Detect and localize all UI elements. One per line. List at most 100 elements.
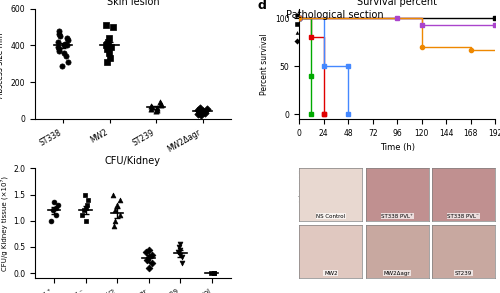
- Point: [84, 197, 92, 202]
- Point: [210, 271, 218, 275]
- Point: [82, 205, 90, 210]
- Text: ST239: ST239: [455, 271, 472, 276]
- Point: [56, 34, 64, 39]
- Legend: ST338-PVL⁺, ST338-PVL⁻, MW2, MW2Δ agr, ST239: ST338-PVL⁺, ST338-PVL⁻, MW2, MW2Δ agr, S…: [297, 169, 342, 208]
- Point: [154, 105, 162, 110]
- Title: CFU/Kidney: CFU/Kidney: [105, 156, 161, 166]
- Y-axis label: Abscess size mm²: Abscess size mm²: [0, 30, 5, 98]
- Point: [82, 218, 90, 223]
- Point: [64, 59, 72, 64]
- Point: [116, 213, 124, 218]
- Title: Survival percent: Survival percent: [357, 0, 437, 7]
- Point: [105, 50, 113, 55]
- Text: NS Control: NS Control: [316, 214, 346, 219]
- Legend: ST338, MW2, ST239, MW2Δ agr: ST338, MW2, ST239, MW2Δ agr: [292, 12, 336, 45]
- Point: [194, 107, 202, 112]
- Point: [60, 43, 68, 48]
- Point: [147, 106, 155, 111]
- Text: a: a: [0, 0, 8, 3]
- Point: [112, 218, 120, 223]
- Point: [176, 242, 184, 247]
- Point: [145, 255, 153, 260]
- Point: [207, 271, 215, 275]
- Point: [178, 260, 186, 265]
- Point: [55, 49, 63, 53]
- Point: [78, 213, 86, 218]
- Point: [64, 38, 72, 42]
- Point: [210, 271, 218, 275]
- Point: [176, 245, 184, 249]
- Point: [50, 208, 58, 213]
- Point: [194, 112, 202, 117]
- Point: [112, 203, 120, 207]
- Text: b: b: [264, 0, 273, 3]
- Text: Pathological section: Pathological section: [286, 10, 384, 20]
- Point: [105, 36, 113, 40]
- Point: [63, 43, 71, 48]
- Point: [52, 205, 60, 210]
- Title: Skin lesion: Skin lesion: [106, 0, 159, 7]
- Point: [46, 218, 54, 223]
- Point: [111, 208, 119, 213]
- Point: [146, 265, 154, 270]
- Point: [102, 43, 110, 48]
- Point: [142, 250, 150, 255]
- Point: [148, 260, 156, 265]
- Point: [148, 105, 156, 109]
- Point: [110, 192, 118, 197]
- Point: [103, 47, 111, 52]
- Y-axis label: CFU/g Kidney tissue (×10⁷): CFU/g Kidney tissue (×10⁷): [0, 176, 8, 271]
- Point: [102, 23, 110, 28]
- Point: [62, 41, 70, 46]
- Point: [107, 45, 115, 50]
- Point: [148, 104, 156, 108]
- Point: [176, 247, 184, 252]
- Point: [62, 54, 70, 59]
- Point: [62, 36, 70, 40]
- Point: [80, 192, 88, 197]
- Text: MW2Δagr: MW2Δagr: [384, 271, 410, 276]
- Point: [54, 203, 62, 207]
- Point: [56, 28, 64, 33]
- Point: [106, 56, 114, 61]
- Point: [80, 208, 88, 213]
- Point: [54, 45, 62, 50]
- Point: [176, 253, 184, 257]
- Point: [58, 63, 66, 68]
- Point: [196, 113, 204, 117]
- Point: [142, 258, 150, 262]
- Point: [148, 253, 156, 257]
- Point: [110, 224, 118, 228]
- Point: [52, 213, 60, 218]
- Point: [198, 108, 206, 113]
- Text: ST338 PVL⁺: ST338 PVL⁺: [381, 214, 413, 219]
- Text: MW2: MW2: [324, 271, 338, 276]
- X-axis label: Time (h): Time (h): [380, 143, 414, 152]
- Point: [174, 250, 182, 255]
- Point: [116, 197, 124, 202]
- Point: [156, 100, 164, 105]
- Point: [204, 106, 212, 111]
- Point: [104, 40, 112, 44]
- Point: [194, 109, 202, 114]
- Point: [109, 25, 117, 30]
- Point: [152, 109, 160, 114]
- Point: [157, 103, 165, 108]
- Point: [83, 203, 91, 207]
- Point: [198, 110, 206, 115]
- Text: d: d: [258, 0, 266, 12]
- Point: [104, 59, 112, 64]
- Text: ST338 PVL⁻: ST338 PVL⁻: [448, 214, 480, 219]
- Point: [201, 111, 209, 116]
- Point: [178, 255, 186, 260]
- Y-axis label: Percent survival: Percent survival: [260, 33, 270, 95]
- Point: [56, 32, 64, 37]
- Point: [55, 47, 63, 52]
- Point: [60, 50, 68, 55]
- Point: [196, 105, 204, 110]
- Point: [54, 40, 62, 44]
- Point: [153, 107, 161, 112]
- Point: [145, 247, 153, 252]
- Point: [103, 41, 111, 46]
- Point: [50, 200, 58, 205]
